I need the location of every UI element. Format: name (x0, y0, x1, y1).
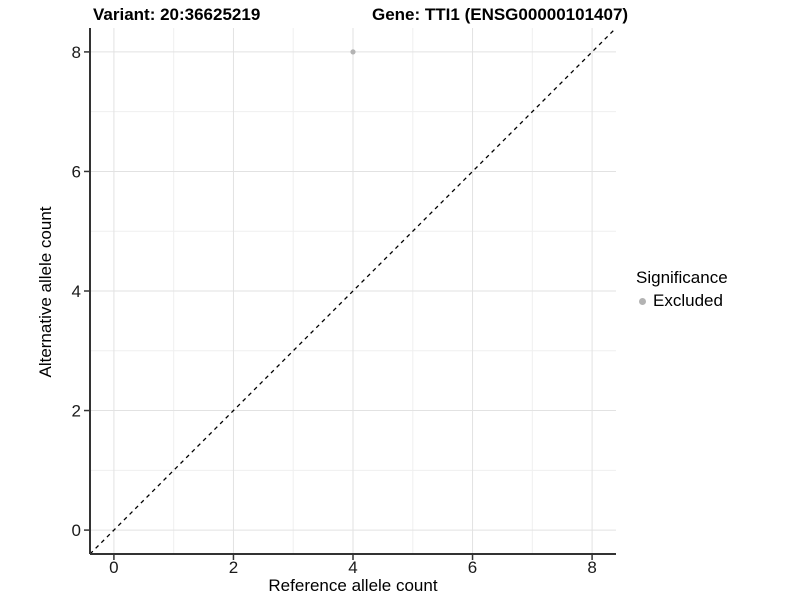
legend: Significance Excluded (636, 268, 728, 311)
legend-title: Significance (636, 268, 728, 287)
svg-text:6: 6 (468, 558, 477, 577)
plot-title-gene: Gene: TTI1 (ENSG00000101407) (372, 5, 629, 24)
svg-text:2: 2 (229, 558, 238, 577)
svg-text:8: 8 (587, 558, 596, 577)
legend-item-excluded: Excluded (636, 291, 728, 311)
svg-text:4: 4 (348, 558, 357, 577)
legend-item-label: Excluded (653, 291, 723, 310)
svg-text:6: 6 (72, 162, 81, 181)
svg-text:0: 0 (72, 521, 81, 540)
svg-text:4: 4 (72, 282, 81, 301)
x-axis-title: Reference allele count (268, 576, 438, 595)
svg-text:8: 8 (72, 43, 81, 62)
plot-title-variant: Variant: 20:36625219 (93, 5, 261, 24)
y-axis-title: Alternative allele count (36, 206, 55, 378)
svg-text:0: 0 (109, 558, 118, 577)
legend-key-dot-icon (639, 297, 646, 305)
svg-text:2: 2 (72, 402, 81, 421)
